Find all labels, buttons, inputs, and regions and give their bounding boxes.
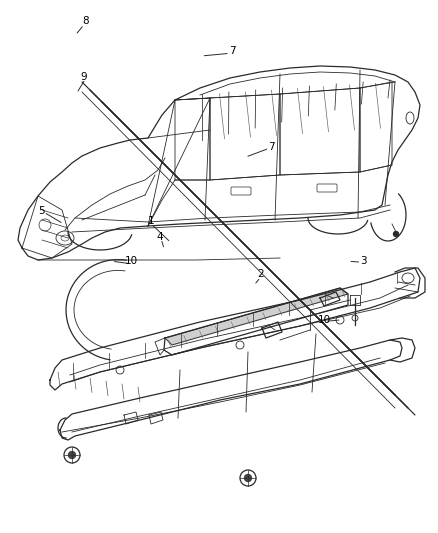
Text: 5: 5: [38, 206, 45, 215]
Text: 3: 3: [360, 256, 367, 266]
Text: 2: 2: [257, 270, 264, 279]
Text: 8: 8: [82, 17, 89, 26]
Circle shape: [244, 474, 251, 481]
Text: 7: 7: [268, 142, 275, 151]
Text: 7: 7: [229, 46, 236, 55]
Polygon shape: [165, 288, 348, 345]
Text: 9: 9: [80, 72, 87, 82]
Circle shape: [68, 451, 75, 458]
Circle shape: [393, 231, 399, 237]
Text: 10: 10: [318, 315, 331, 325]
Text: 10: 10: [125, 256, 138, 266]
Text: 4: 4: [156, 232, 163, 242]
Text: 1: 1: [148, 216, 155, 226]
